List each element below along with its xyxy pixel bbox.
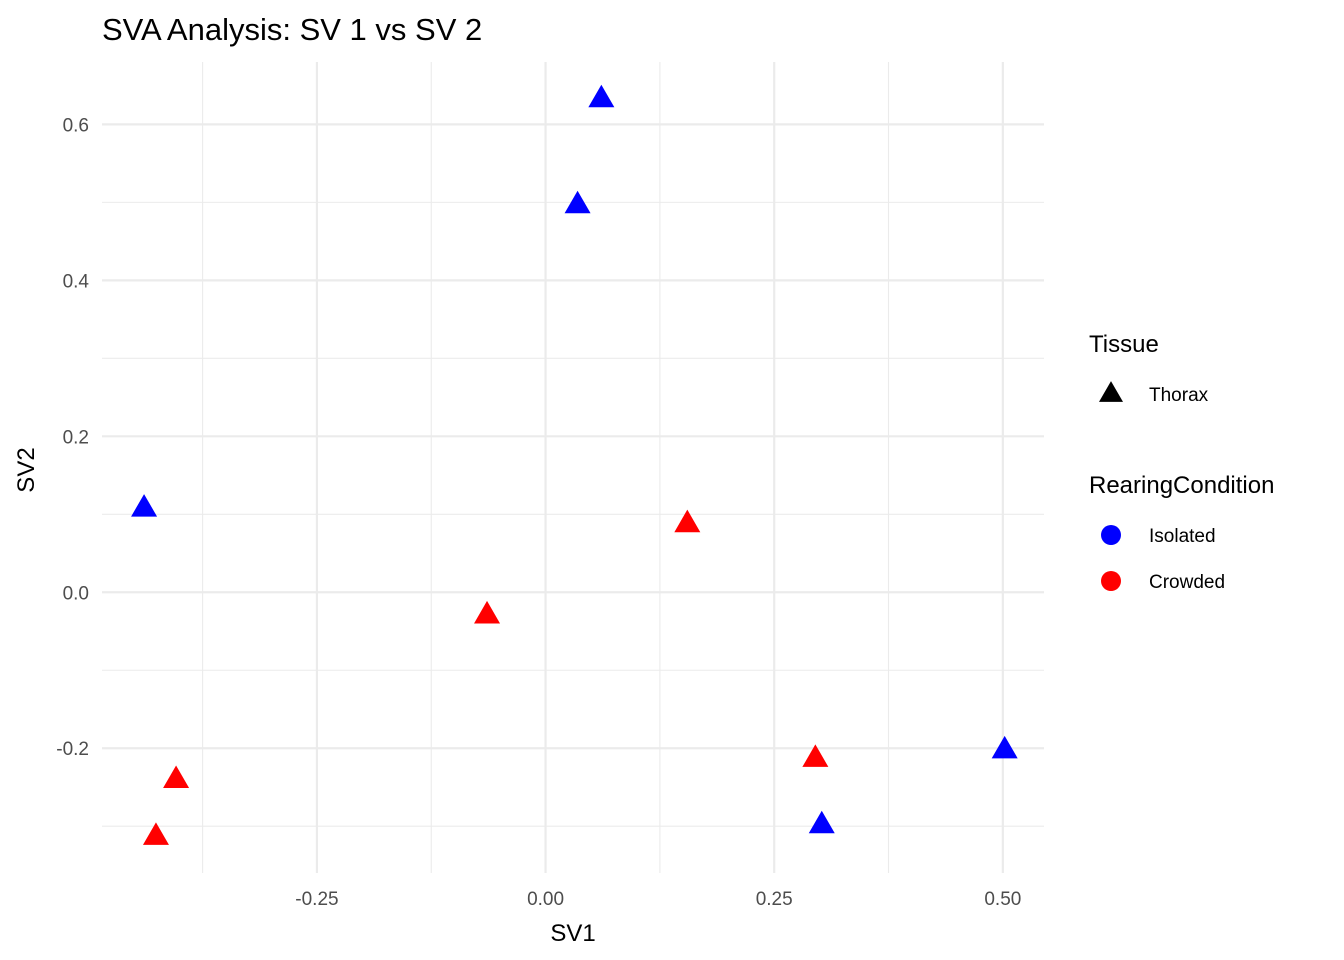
y-tick-label: 0.6 xyxy=(63,115,89,136)
y-tick-label: -0.2 xyxy=(56,739,89,760)
data-point-crowded xyxy=(142,822,169,845)
data-point-crowded xyxy=(474,600,501,624)
y-axis-label: SV2 xyxy=(13,447,40,492)
legend-title: Tissue xyxy=(1089,331,1159,358)
data-point-isolated xyxy=(131,494,158,517)
legend-label: Crowded xyxy=(1149,572,1225,593)
legend-label: Thorax xyxy=(1149,385,1209,406)
data-point-isolated xyxy=(588,84,615,108)
data-point-crowded xyxy=(163,765,190,788)
legend: Tissue Thorax RearingCondition Isolated Crow… xyxy=(1089,331,1274,593)
x-tick-label: 0.25 xyxy=(756,889,793,910)
legend-label: Isolated xyxy=(1149,526,1216,547)
y-axis-ticks: -0.2 0.0 0.2 0.4 0.6 xyxy=(56,115,89,760)
data-point-isolated xyxy=(808,810,835,834)
legend-triangle-key xyxy=(1099,381,1123,402)
legend-title: RearingCondition xyxy=(1089,472,1274,499)
x-axis-label: SV1 xyxy=(550,920,595,947)
minor-gridlines xyxy=(102,62,1044,873)
legend-circle-key xyxy=(1101,571,1121,591)
y-tick-label: 0.0 xyxy=(63,583,89,604)
x-tick-label: 0.00 xyxy=(527,889,564,910)
y-tick-label: 0.4 xyxy=(63,271,90,292)
major-gridlines xyxy=(102,62,1044,873)
data-points xyxy=(131,84,1018,845)
legend-circle-key xyxy=(1101,525,1121,545)
data-point-crowded xyxy=(802,744,829,767)
x-axis-ticks: -0.25 0.00 0.25 0.50 xyxy=(295,889,1021,910)
data-point-crowded xyxy=(674,509,701,533)
data-point-isolated xyxy=(991,735,1018,759)
data-point-isolated xyxy=(564,190,591,214)
chart-title: SVA Analysis: SV 1 vs SV 2 xyxy=(102,12,482,47)
x-tick-label: 0.50 xyxy=(984,889,1021,910)
y-tick-label: 0.2 xyxy=(63,427,89,448)
x-tick-label: -0.25 xyxy=(295,889,338,910)
